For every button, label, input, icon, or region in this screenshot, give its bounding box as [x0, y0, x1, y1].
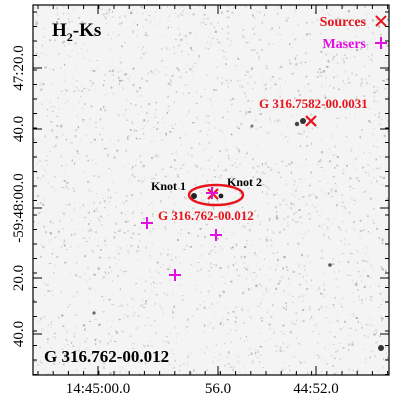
maser-marker	[210, 229, 222, 241]
x-tick-label: 44:52.0	[293, 381, 338, 397]
panel-title: H2-Ks	[52, 20, 101, 44]
x-tick-label: 14:45:00.0	[66, 381, 131, 397]
axis-ticks	[33, 5, 389, 375]
image-feature	[294, 121, 300, 127]
knot-label: Knot 1	[151, 179, 186, 193]
y-tick-label: -59:48:00.0	[11, 173, 27, 243]
maser-marker	[206, 187, 218, 199]
outflow-ellipse	[187, 183, 245, 207]
plot-frame	[32, 4, 390, 376]
x-tick-label: 56.0	[205, 381, 231, 397]
y-tick-label: 20.0	[11, 265, 27, 291]
image-feature	[378, 345, 384, 351]
maser-marker	[141, 217, 153, 229]
image-feature	[328, 263, 332, 267]
image-feature	[218, 193, 224, 199]
source-label: G 316.7582-00.0031	[259, 96, 368, 111]
image-noise	[33, 5, 389, 375]
legend-masers-marker	[375, 37, 387, 49]
knot-label: Knot 2	[227, 175, 262, 189]
y-tick-label: 40.0	[11, 321, 27, 347]
legend-sources-marker	[375, 15, 387, 27]
markers	[141, 115, 317, 281]
legend-sources-label: Sources	[320, 15, 367, 30]
y-tick-label: 40.0	[11, 116, 27, 142]
source-label: G 316.762-00.012	[158, 208, 254, 223]
source-marker	[305, 115, 317, 127]
legend-masers-label: Masers	[322, 37, 366, 52]
legend: Sources Masers	[320, 15, 387, 52]
image-features	[92, 118, 384, 351]
y-tick-label: 47:20.0	[11, 45, 27, 90]
field-label: G 316.762-00.012	[44, 347, 169, 366]
image-feature	[191, 193, 197, 199]
image-feature	[92, 311, 96, 315]
image-feature	[250, 124, 254, 128]
maser-marker	[169, 269, 181, 281]
image-feature	[300, 118, 306, 124]
